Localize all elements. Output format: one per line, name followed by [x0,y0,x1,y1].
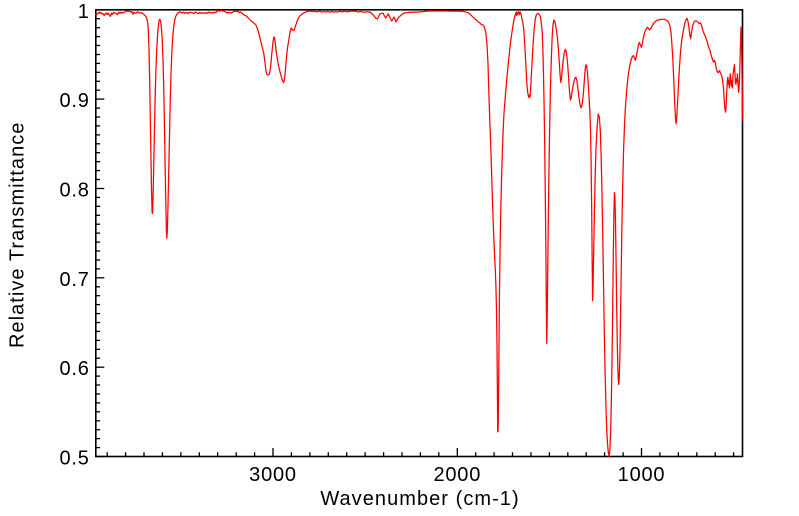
svg-text:0.5: 0.5 [59,448,89,470]
svg-text:3000: 3000 [249,464,297,486]
svg-text:0.8: 0.8 [59,180,89,202]
svg-text:2000: 2000 [433,464,481,486]
svg-text:Relative Transmittance: Relative Transmittance [7,122,29,349]
svg-text:0.9: 0.9 [59,90,89,112]
svg-text:1000: 1000 [618,464,666,486]
svg-text:0.6: 0.6 [59,358,89,380]
svg-text:1: 1 [78,1,90,23]
svg-text:0.7: 0.7 [59,269,89,291]
svg-text:Wavenumber (cm-1): Wavenumber (cm-1) [320,488,519,510]
